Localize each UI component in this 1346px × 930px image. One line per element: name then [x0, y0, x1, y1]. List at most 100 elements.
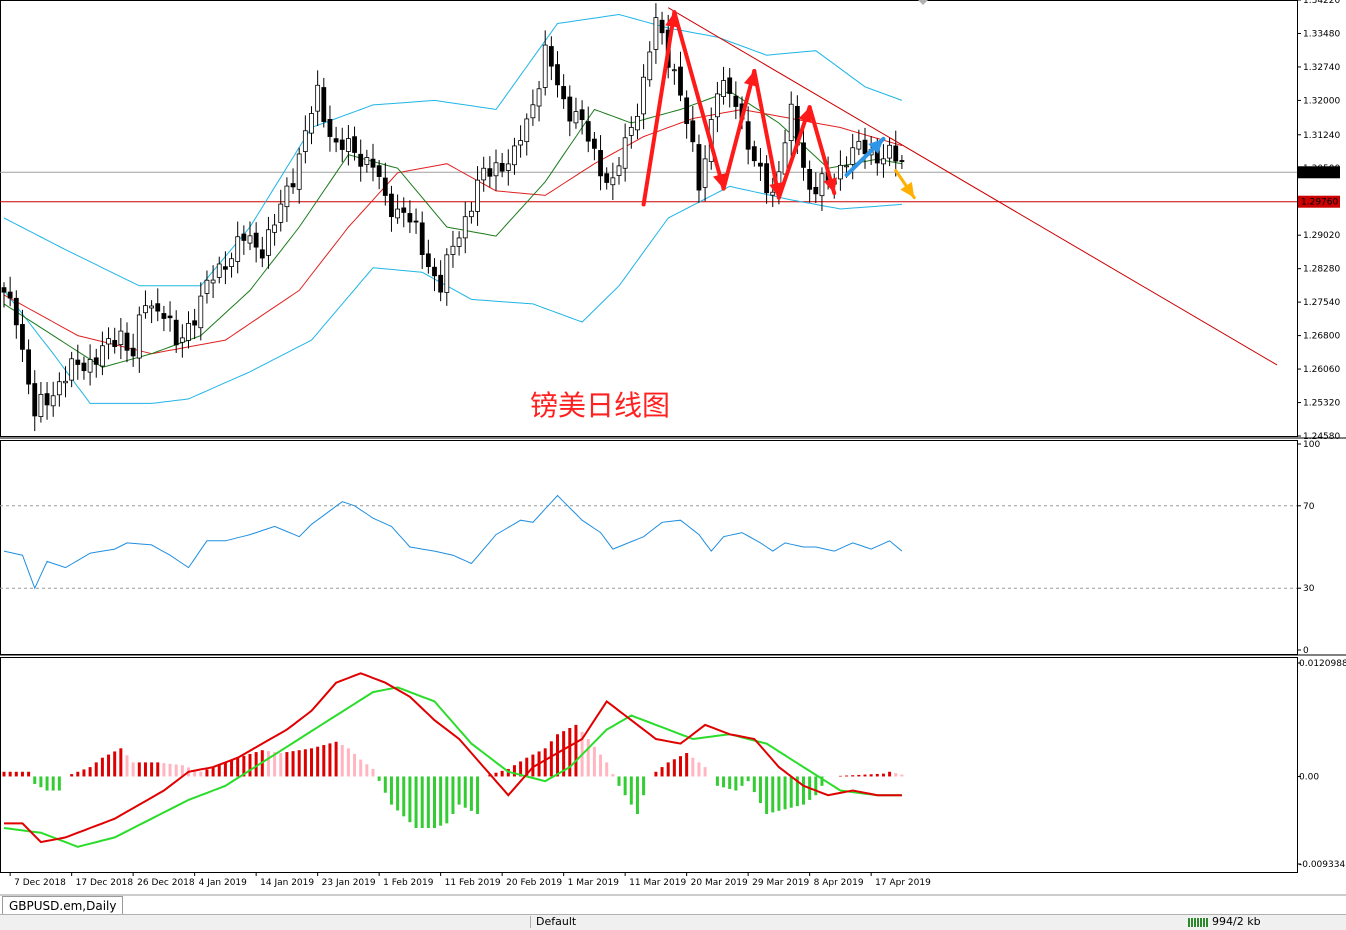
chart-annotation-label: 镑美日线图 [530, 389, 670, 422]
candle-body [272, 224, 278, 233]
candle-body [87, 359, 93, 373]
candle-body [610, 177, 616, 186]
support-price-box [1298, 195, 1340, 208]
candle-body [758, 162, 763, 167]
macd-histogram-bar [156, 762, 160, 777]
connection-bars-icon [1188, 918, 1208, 927]
candle-body [727, 77, 733, 94]
macd-histogram-bar [359, 759, 363, 777]
macd-histogram-bar [562, 731, 566, 777]
macd-histogram-bar [445, 776, 449, 824]
macd-histogram-bar [346, 748, 350, 777]
rsi-line [3, 494, 903, 590]
candle-body [222, 266, 228, 270]
date-label: 17 Dec 2018 [76, 878, 134, 888]
macd-histogram-bar [266, 751, 270, 777]
macd-histogram-bar [894, 773, 898, 777]
zigzag-arrow-shaft [807, 105, 837, 196]
status-traffic: 994/2 kb [1212, 915, 1261, 928]
macd-histogram-bar [734, 776, 738, 791]
date-label: 23 Jan 2019 [322, 878, 376, 888]
candle-body [671, 69, 677, 72]
candle-body [813, 186, 819, 195]
price-tick-label: 1.25320 [1303, 399, 1340, 409]
macd-histogram-bar [457, 776, 461, 805]
macd-histogram-bar [433, 776, 436, 829]
macd-histogram-bar [789, 776, 793, 808]
macd-histogram-bar [783, 776, 787, 810]
macd-histogram-bar [33, 776, 37, 784]
macd-histogram-bar [556, 734, 559, 777]
macd-histogram-bar [476, 776, 480, 814]
macd-histogram-bar [45, 776, 49, 791]
price-tick-label: 1.31240 [1303, 131, 1340, 141]
current-price-label: 1.30411 [1301, 168, 1338, 178]
rsi-tick-label: 100 [1303, 440, 1320, 450]
candle-body [118, 330, 124, 346]
macd-histogram-bar [851, 775, 855, 777]
candle-body [450, 245, 456, 255]
macd-histogram-bar [795, 776, 799, 807]
macd-histogram-bar [322, 745, 326, 777]
candle-body [444, 254, 450, 293]
macd-histogram-bar [396, 776, 400, 811]
candle-body [899, 160, 905, 162]
candle-body [32, 383, 38, 417]
candle-body [745, 121, 751, 150]
date-label: 1 Mar 2019 [568, 878, 620, 888]
macd-histogram-bar [592, 746, 596, 777]
macd-histogram-bar [113, 751, 117, 777]
candle-body [850, 147, 856, 165]
price-tick-label: 1.33480 [1303, 29, 1340, 39]
macd-histogram-bar [303, 749, 307, 777]
candle-body [382, 177, 388, 196]
candle-body [819, 173, 825, 197]
macd-histogram-bar [771, 776, 775, 813]
date-label: 1 Feb 2019 [383, 878, 434, 888]
macd-histogram-bar [131, 762, 135, 777]
candle-body [715, 93, 720, 118]
date-label: 7 Dec 2018 [14, 878, 66, 888]
candle-body [419, 222, 425, 255]
candle-body [561, 86, 567, 100]
date-label: 4 Jan 2019 [199, 878, 247, 888]
macd-histogram-bar [82, 769, 86, 777]
candle-body [389, 193, 394, 218]
candle-body [352, 136, 357, 153]
macd-histogram-bar [758, 776, 762, 804]
macd-histogram-bar [568, 728, 572, 777]
symbol-tab[interactable]: GBPUSD.em,Daily [2, 896, 124, 915]
candle-body [468, 210, 474, 218]
macd-histogram-bar [236, 757, 240, 777]
price-tick-label: 1.27540 [1303, 298, 1340, 308]
candle-body [401, 207, 407, 213]
candle-body [56, 381, 62, 396]
macd-histogram-bar [371, 768, 375, 777]
macd-histogram-bar [389, 776, 393, 805]
candle-body [290, 183, 296, 188]
macd-histogram-bar [765, 776, 769, 814]
candle-body [339, 139, 345, 150]
resistance-trendline [667, 7, 1278, 366]
candle-body [370, 158, 376, 168]
candle-body [696, 144, 702, 191]
zigzag-arrow-shaft [776, 105, 812, 200]
macd-histogram-bar [654, 771, 658, 777]
macd-histogram-bar [402, 776, 406, 817]
macd-histogram-bar [451, 776, 455, 814]
macd-histogram-bar [137, 762, 141, 777]
candle-body [555, 64, 560, 86]
macd-histogram-bar [752, 776, 756, 793]
candle-body [235, 236, 241, 262]
macd-histogram-bar [285, 752, 289, 777]
macd-histogram-bar [70, 774, 74, 777]
macd-histogram-bar [875, 773, 879, 777]
candle-body [327, 118, 333, 137]
price-tick-label: 1.24580 [1303, 432, 1340, 442]
candle-body [604, 173, 610, 183]
macd-histogram-bar [543, 748, 547, 777]
macd-histogram-bar [254, 752, 258, 777]
candle-body [530, 104, 536, 119]
candle-body [512, 145, 517, 166]
